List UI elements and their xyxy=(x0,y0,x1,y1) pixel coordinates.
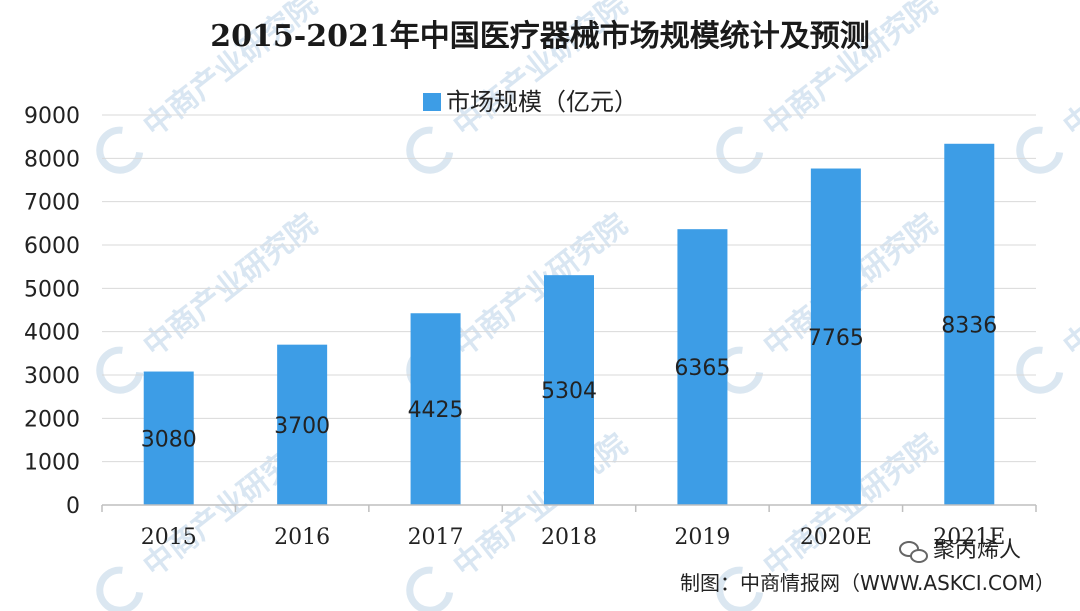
x-tick-label: 2019 xyxy=(674,525,730,550)
y-tick-label: 6000 xyxy=(24,234,80,259)
data-label: 3080 xyxy=(141,427,197,452)
bar xyxy=(410,313,461,505)
watermark-logo-icon xyxy=(406,126,454,174)
data-label: 3700 xyxy=(274,414,330,439)
bar xyxy=(944,143,995,506)
watermark-logo-icon xyxy=(406,566,454,611)
x-tick-label: 2017 xyxy=(408,525,464,550)
y-tick-label: 0 xyxy=(66,494,80,519)
y-tick-label: 9000 xyxy=(24,104,80,129)
bar xyxy=(143,371,194,505)
y-tick-label: 2000 xyxy=(24,407,80,432)
watermark-logo-icon xyxy=(96,346,144,394)
x-tick-label: 2020E xyxy=(800,525,872,550)
wechat-icon xyxy=(899,541,928,563)
data-labels: 3080 3700 4425 5304 6365 7765 8336 xyxy=(141,313,998,452)
y-tick-label: 8000 xyxy=(24,147,80,172)
x-tick-label: 2015 xyxy=(141,525,197,550)
x-tick-label: 2016 xyxy=(274,525,330,550)
legend-label: 市场规模（亿元） xyxy=(446,88,638,116)
y-tick-label: 5000 xyxy=(24,277,80,302)
y-tick-label: 3000 xyxy=(24,364,80,389)
signature: 聚丙烯人 xyxy=(933,538,1021,563)
data-label: 8336 xyxy=(941,313,997,338)
x-tick-label: 2018 xyxy=(541,525,597,550)
watermark-logo-icon xyxy=(716,126,764,174)
y-axis: 0 1000 2000 3000 4000 5000 6000 7000 8000 9000 xyxy=(24,104,80,519)
data-label: 5304 xyxy=(541,379,597,404)
y-tick-label: 1000 xyxy=(24,451,80,476)
data-label: 4425 xyxy=(408,398,464,423)
data-label: 6365 xyxy=(674,356,730,381)
bar xyxy=(677,229,728,505)
y-tick-label: 7000 xyxy=(24,191,80,216)
watermark-logo-icon xyxy=(1016,126,1064,174)
source-note: 制图：中商情报网（WWW.ASKCI.COM） xyxy=(680,571,1055,595)
legend-swatch xyxy=(423,93,441,111)
watermark-logo-icon xyxy=(96,126,144,174)
bars xyxy=(143,143,995,506)
legend: 市场规模（亿元） xyxy=(423,88,638,116)
y-tick-label: 4000 xyxy=(24,321,80,346)
bar xyxy=(277,344,328,505)
x-tick-label: 2021E xyxy=(933,525,1005,550)
data-label: 7765 xyxy=(808,326,864,351)
bar xyxy=(544,275,594,505)
chart-title: 2015-2021年中国医疗器械市场规模统计及预测 xyxy=(210,19,869,54)
watermark-logo-icon xyxy=(716,566,764,611)
bar xyxy=(810,168,861,505)
watermark-logo-icon xyxy=(1016,346,1064,394)
x-axis: 2015 2016 2017 2018 2019 2020E 2021E xyxy=(101,504,1037,550)
watermark-logo-icon xyxy=(96,566,144,611)
